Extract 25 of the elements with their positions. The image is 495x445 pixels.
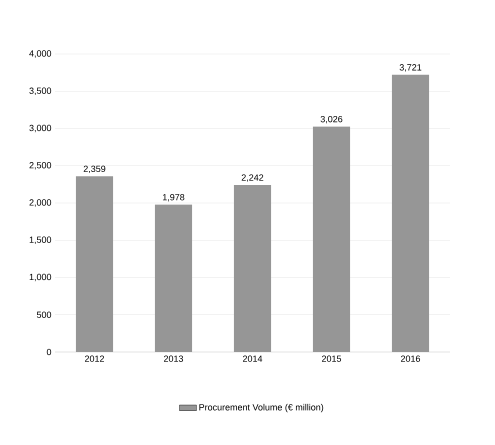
x-tick-label: 2013 (164, 356, 184, 362)
y-tick-label: 500 (36, 312, 52, 318)
y-tick-label: 3,500 (29, 88, 52, 95)
data-label: 2,242 (242, 174, 264, 182)
bar (234, 184, 272, 352)
bar (154, 204, 192, 352)
bar (76, 176, 114, 352)
y-tick-label: 2,000 (29, 199, 52, 207)
y-tick-label: 1,000 (30, 274, 52, 282)
x-tick-label: 2016 (400, 356, 420, 362)
legend-label: Procurement Volume (€ million) (199, 404, 324, 412)
y-tick-label: 0 (46, 348, 52, 356)
bar (392, 74, 430, 352)
data-label: 3,026 (320, 116, 342, 124)
y-tick-label: 3,000 (29, 124, 52, 132)
x-tick-label: 2014 (242, 356, 262, 362)
data-label: 3,721 (400, 64, 422, 72)
x-tick-label: 2012 (84, 356, 104, 362)
y-tick-label: 4,000 (29, 50, 52, 58)
bar (312, 126, 350, 352)
data-label: 2,359 (84, 166, 106, 174)
x-tick-label: 2015 (322, 356, 342, 362)
y-tick-label: 1,500 (30, 236, 52, 244)
data-label: 1,978 (162, 194, 184, 202)
y-tick-label: 2,500 (29, 162, 52, 170)
